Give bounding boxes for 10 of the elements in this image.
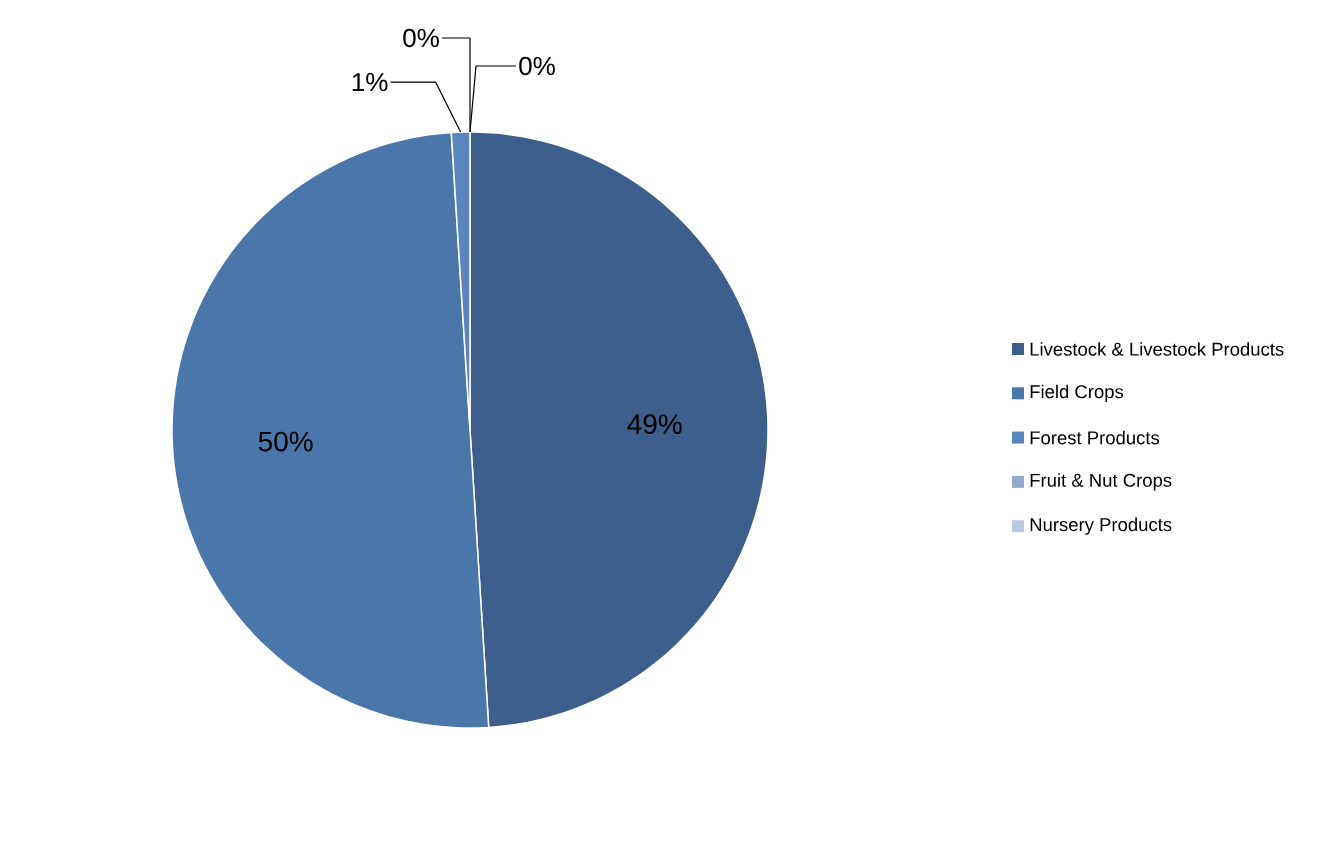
legend-label: Nursery Products — [1030, 517, 1172, 535]
text: 0% — [519, 56, 555, 76]
data-label: 50% — [258, 431, 313, 452]
data-label: 1% — [352, 72, 388, 92]
legend-label: Fruit & Nut Crops — [1030, 473, 1172, 491]
legend-label: Forest Products — [1030, 430, 1160, 445]
data-label: 49% — [627, 414, 682, 435]
legend-label: Livestock & Livestock Products — [1030, 342, 1284, 356]
text: 0% — [403, 28, 439, 48]
legend-label: Field Crops — [1030, 384, 1124, 402]
